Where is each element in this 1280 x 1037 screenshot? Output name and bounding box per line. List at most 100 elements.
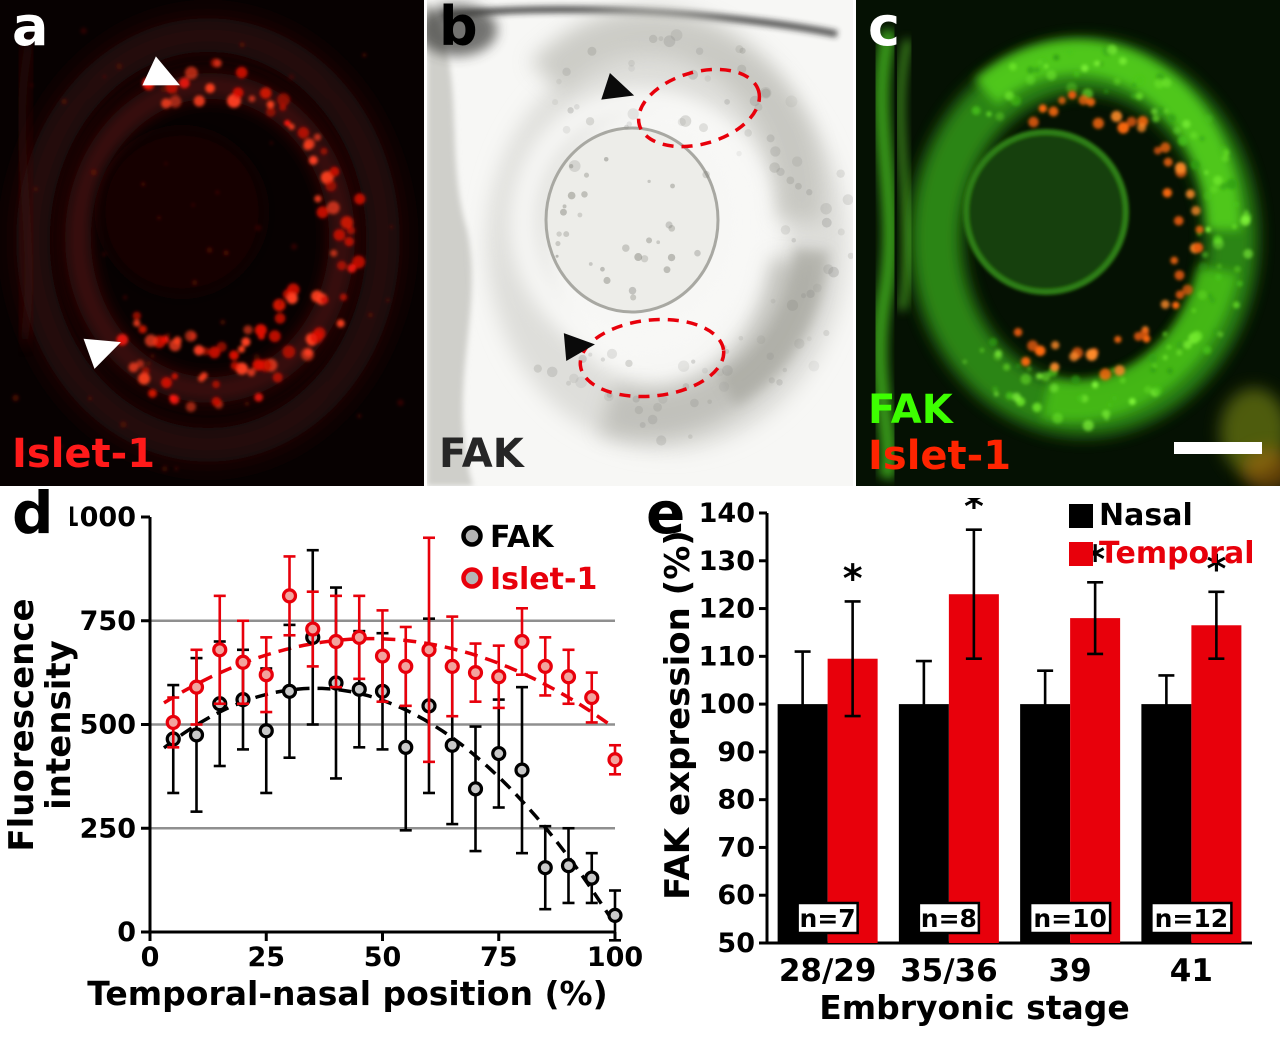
arrowhead-icon <box>601 72 635 100</box>
data-point-Islet-1 <box>607 752 623 768</box>
y-tick-label: 110 <box>699 641 755 672</box>
significance-asterisk: * <box>1206 547 1226 591</box>
n-label: n=12 <box>1155 904 1229 933</box>
data-point-Islet-1 <box>351 629 367 645</box>
legend-label-Nasal: Nasal <box>1099 498 1193 533</box>
n-label-box <box>1028 901 1112 935</box>
y-tick-label: 250 <box>80 813 136 844</box>
panel-a-stain-label: Islet-1 <box>12 431 156 477</box>
bar-temporal <box>1070 618 1121 943</box>
x-category-label: 41 <box>1170 953 1213 989</box>
data-point-FAK <box>491 745 507 762</box>
islet1-positive-cells <box>12 27 404 472</box>
y-tick-label: 130 <box>699 546 755 577</box>
n-label: n=8 <box>921 904 977 933</box>
y-tick-label: 140 <box>699 498 755 529</box>
data-point-Islet-1 <box>281 588 298 604</box>
y-tick-label: 90 <box>717 737 755 768</box>
y-tick-label: 50 <box>717 928 755 959</box>
panel-c-letter: c <box>868 0 901 58</box>
data-point-FAK <box>514 762 530 778</box>
data-point-Islet-1 <box>444 658 460 674</box>
data-point-Islet-1 <box>560 669 577 685</box>
data-point-Islet-1 <box>212 642 228 658</box>
data-point-FAK <box>188 727 205 743</box>
arrowhead-icon <box>142 56 180 86</box>
trend-line-Islet-1 <box>163 636 612 727</box>
trend-line-FAK <box>162 686 612 919</box>
y-tick-label: 100 <box>699 689 755 720</box>
x-tick-label: 50 <box>364 942 402 972</box>
panel-c-islet-label: Islet-1 <box>868 433 1012 479</box>
panel-e-y-axis-label: FAK expression (%) <box>658 530 698 900</box>
panel-b-image <box>427 0 853 486</box>
y-tick-label: 80 <box>717 785 755 816</box>
significance-asterisk: * <box>843 556 863 600</box>
legend-swatch-Nasal <box>1069 504 1093 528</box>
panel-c: c FAK Islet-1 <box>856 0 1280 486</box>
data-point-Islet-1 <box>421 642 437 658</box>
legend-label-Temporal: Temporal <box>1099 536 1255 571</box>
series-FAK <box>165 548 623 942</box>
data-point-FAK <box>537 860 553 876</box>
n-label-box <box>796 901 859 935</box>
y-tick-label: 60 <box>717 880 755 911</box>
panel-d-x-axis-label: Temporal-nasal position (%) <box>87 974 608 1013</box>
scale-bar <box>1174 442 1262 454</box>
panel-a-letter: a <box>12 0 49 58</box>
fak-expression-bar-chart: 50 60 70 80 90 100 110 120 130 140 * n=7 28/29 * n=8 35… <box>699 498 1255 989</box>
y-tick-label: 70 <box>717 832 755 863</box>
panel-e-letter: e <box>646 479 686 547</box>
data-point-Islet-1 <box>165 714 181 731</box>
panel-c-fak-label: FAK <box>868 387 953 433</box>
x-tick-label: 0 <box>141 942 160 972</box>
y-tick-label: 120 <box>699 594 755 625</box>
x-category-label: 28/29 <box>779 953 877 989</box>
panel-a-image <box>0 0 424 486</box>
data-point-Islet-1 <box>235 654 251 670</box>
data-point-Islet-1 <box>188 679 205 695</box>
panel-a: a Islet-1 <box>0 0 424 486</box>
data-point-FAK <box>467 781 484 797</box>
data-point-Islet-1 <box>537 658 553 674</box>
panel-e: e FAK expression (%) 50 60 70 80 90 100 110 120… <box>642 484 1280 1037</box>
panel-d-y-axis-label: Fluorescence intensity <box>2 505 80 945</box>
data-point-Islet-1 <box>467 665 484 681</box>
panel-b-stain-label: FAK <box>439 431 524 477</box>
roi-outline <box>578 317 726 399</box>
data-point-Islet-1 <box>374 648 391 664</box>
data-point-Islet-1 <box>398 658 414 674</box>
data-point-FAK <box>607 907 623 923</box>
y-tick-label: 750 <box>80 606 136 637</box>
data-point-Islet-1 <box>584 689 600 706</box>
x-category-label: 35/36 <box>900 953 998 989</box>
panel-d: d Fluorescence intensity 0 250 500 750 1000 0… <box>0 484 643 1037</box>
significance-asterisk: * <box>964 498 984 529</box>
n-label: n=10 <box>1033 904 1107 933</box>
data-point-Islet-1 <box>514 633 530 650</box>
data-point-Islet-1 <box>491 669 507 685</box>
roi-outline <box>636 67 762 149</box>
data-point-FAK <box>281 683 298 699</box>
legend-label-FAK: FAK <box>490 520 555 555</box>
x-tick-label: 75 <box>480 942 518 972</box>
x-tick-label: 100 <box>587 942 643 972</box>
panel-b: b FAK <box>427 0 853 486</box>
panel-e-x-axis-label: Embryonic stage <box>819 988 1130 1027</box>
n-label: n=7 <box>800 904 856 933</box>
data-point-FAK <box>584 870 600 886</box>
legend-marker-Islet-1 <box>461 567 483 589</box>
data-point-FAK <box>398 739 414 755</box>
y-axis-label-line1: Fluorescence <box>2 598 42 852</box>
data-point-FAK <box>444 737 460 753</box>
legend-label-Islet-1: Islet-1 <box>490 562 597 597</box>
n-label-box <box>1150 901 1233 935</box>
x-tick-label: 25 <box>247 942 285 972</box>
data-point-Islet-1 <box>305 621 321 637</box>
bar-temporal <box>1191 625 1242 943</box>
arrowhead-icon <box>563 333 595 361</box>
panel-d-letter: d <box>12 479 54 547</box>
fluorescence-scatter-chart: 0 250 500 750 1000 0 25 50 75 100 FAK Islet-1 <box>70 502 643 972</box>
y-tick-label: 500 <box>80 710 136 741</box>
